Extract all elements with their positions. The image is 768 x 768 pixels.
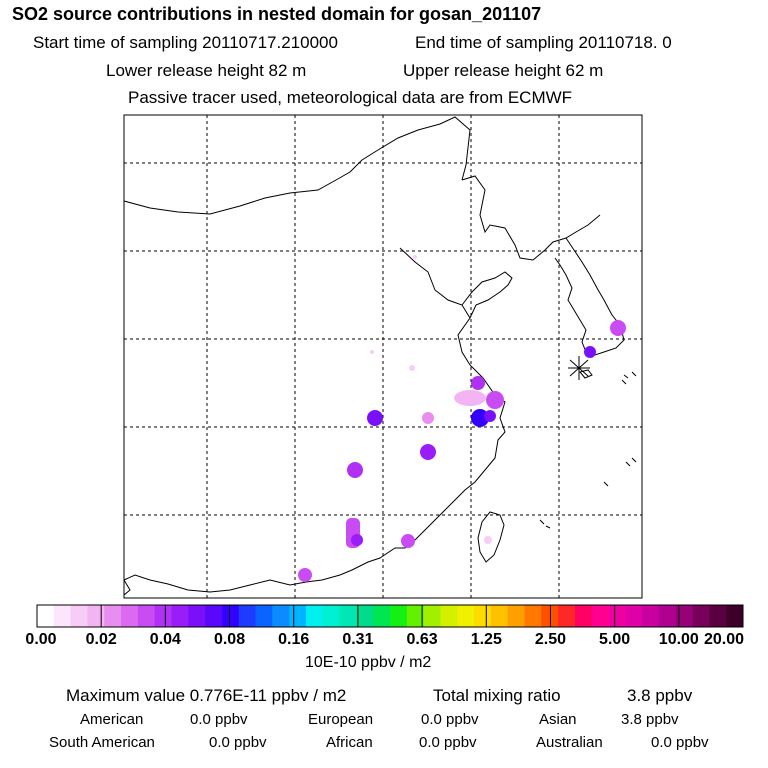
max-value-label: Maximum value 0.776E-11 ppbv / m2: [66, 686, 347, 705]
plume-south: [298, 518, 492, 582]
colorbar-cell: [255, 605, 273, 627]
colorbar-cell: [272, 605, 290, 627]
lower-release-label: Lower release height 82 m: [106, 61, 307, 80]
colorbar-cell: [658, 605, 677, 627]
colorbar-cell: [608, 605, 626, 627]
colorbar-cell: [356, 605, 374, 627]
colorbar-cell: [171, 605, 189, 627]
colorbar-tick-label: 0.02: [85, 631, 117, 648]
colorbar-cell: [574, 605, 593, 627]
region-value-american: 0.0 ppbv: [190, 711, 248, 728]
colorbar-dividers: [100, 605, 680, 627]
colorbar-tick-label: 0.16: [278, 631, 310, 648]
region-value-asian: 3.8 ppbv: [621, 711, 679, 728]
colorbar-cell: [726, 605, 744, 627]
colorbar-cell: [675, 605, 694, 627]
japan-islands: [539, 371, 637, 529]
colorbar-frame: [36, 604, 744, 628]
map-title: SO2 source contributions in nested domai…: [12, 4, 542, 24]
start-sampling-label: Start time of sampling 20110717.210000: [33, 33, 338, 52]
colorbar-cell: [507, 605, 525, 627]
grid-lines: [124, 115, 642, 598]
region-name-african: African: [326, 734, 373, 751]
colorbar-cell: [154, 605, 172, 627]
region-name-south-american: South American: [49, 734, 155, 751]
plume-korea: [584, 320, 626, 358]
taiwan-coast: [477, 511, 505, 563]
colorbar-cell: [625, 605, 643, 627]
colorbar-cell: [440, 605, 458, 627]
colorbar-cell: [558, 605, 576, 627]
total-mixing-label: Total mixing ratio: [433, 686, 561, 705]
colorbar-tick-label: 0.31: [342, 631, 374, 648]
coastlines: [123, 116, 637, 596]
colorbar-cell: [305, 605, 324, 627]
colorbar-cell: [137, 605, 156, 627]
plume-shandong: [454, 376, 504, 427]
hainan-coast: [123, 579, 131, 596]
colorbar-cell: [87, 605, 105, 627]
colorbar-tick-label: 2.50: [534, 631, 567, 648]
end-sampling-label: End time of sampling 20110718. 0: [415, 33, 672, 52]
concentration-plumes: [298, 255, 626, 582]
colorbar-cell: [390, 605, 408, 627]
colorbar-cell: [406, 605, 425, 627]
region-value-south-american: 0.0 ppbv: [209, 734, 267, 751]
colorbar-cell: [37, 605, 55, 627]
colorbar-cell: [339, 605, 357, 627]
manchuria-border: [461, 175, 601, 261]
region-value-european: 0.0 ppbv: [421, 711, 479, 728]
jeju-coast: [579, 369, 593, 379]
region-name-american: American: [80, 711, 144, 728]
colorbar-units: 10E-10 ppbv / m2: [305, 654, 432, 671]
colorbar-cell: [490, 605, 509, 627]
colorbar-cell: [322, 605, 341, 627]
plume-central: [347, 255, 436, 478]
colorbar-cell: [53, 605, 72, 627]
colorbar-tick-label: 5.00: [599, 631, 631, 648]
region-value-australian: 0.0 ppbv: [651, 734, 709, 751]
bohai-coast: [461, 271, 513, 319]
colorbar-cells: [37, 605, 744, 627]
colorbar-cell: [289, 605, 307, 627]
colorbar-cell: [692, 605, 710, 627]
region-name-australian: Australian: [536, 734, 603, 751]
colorbar-tick-label: 0.00: [25, 631, 57, 648]
colorbar: [36, 604, 744, 628]
colorbar-tick-label: 0.04: [149, 631, 181, 648]
colorbar-cell: [709, 605, 727, 627]
colorbar-cell: [221, 605, 240, 627]
colorbar-tick-label: 20.00: [703, 631, 745, 648]
colorbar-cell: [541, 605, 559, 627]
upper-release-label: Upper release height 62 m: [403, 61, 604, 80]
colorbar-cell: [524, 605, 542, 627]
region-name-asian: Asian: [539, 711, 577, 728]
region-value-african: 0.0 ppbv: [419, 734, 477, 751]
colorbar-cell: [205, 605, 223, 627]
colorbar-cell: [457, 605, 475, 627]
colorbar-cell: [121, 605, 139, 627]
colorbar-cell: [423, 605, 441, 627]
colorbar-cell: [70, 605, 88, 627]
colorbar-tick-label: 1.25: [470, 631, 502, 648]
map-panel: [123, 114, 643, 599]
colorbar-cell: [188, 605, 206, 627]
colorbar-cell: [591, 605, 610, 627]
china-coast: [123, 247, 506, 593]
mongolia-border: [123, 116, 471, 215]
receptor-marker: [568, 356, 590, 380]
colorbar-tick-label: 10.00: [658, 631, 699, 648]
korea-coast: [554, 237, 625, 356]
colorbar-cell: [474, 605, 492, 627]
region-name-european: European: [308, 711, 374, 728]
tracer-note-label: Passive tracer used, meteorological data…: [128, 88, 573, 107]
colorbar-cell: [642, 605, 660, 627]
colorbar-cell: [373, 605, 391, 627]
colorbar-tick-label: 0.08: [213, 631, 246, 648]
colorbar-tick-label: 0.63: [406, 631, 438, 648]
colorbar-cell: [104, 605, 122, 627]
total-mixing-value: 3.8 ppbv: [627, 686, 693, 705]
colorbar-cell: [238, 605, 257, 627]
